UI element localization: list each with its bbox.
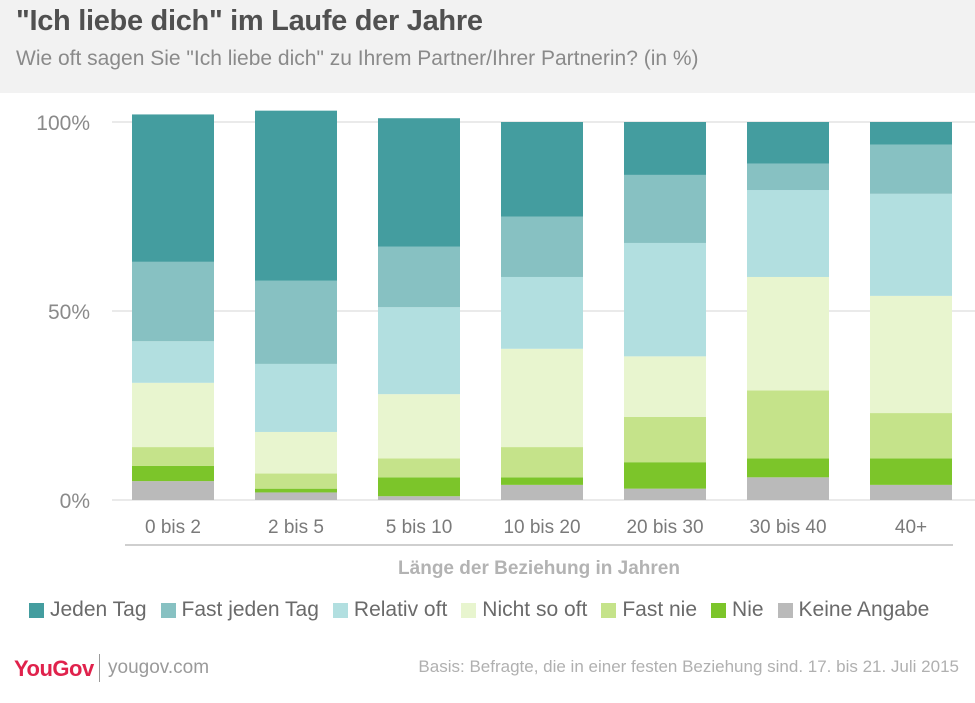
bar-segment [378,477,460,497]
bar-segment [132,481,214,500]
legend-label: Nicht so oft [482,598,588,621]
bar-segment [501,276,583,349]
y-tick-label: 50% [48,301,90,324]
bar-segment [870,413,952,459]
legend-swatch [777,602,793,618]
bar-segment [501,477,583,485]
legend-label: Fast jeden Tag [181,598,319,621]
bar-segment [501,484,583,500]
legend-swatch [601,602,617,618]
stacked-bar-chart: 0% 50% 100% 0 bis 2 2 bis 5 5 bis 10 10 bis 20… [36,110,975,546]
bar-segment [747,390,829,459]
bar-segment [747,190,829,277]
bar-segment [870,295,952,414]
footer-basis-note: Basis: Befragte, die in einer festen Bez… [418,657,959,676]
x-tick-label: 0 bis 2 [145,517,201,538]
bar-segment [132,114,214,262]
legend-swatch [461,602,477,618]
bar-segment [132,261,214,342]
yougov-logo: YouGov [14,656,94,681]
x-tick-label: 20 bis 30 [626,517,703,538]
bar-segment [132,447,214,466]
bar-segment [378,307,460,395]
chart-legend: Jeden Tag Fast jeden Tag Relativ oft Nicht … [29,598,929,622]
bar-segment [255,431,337,474]
bar-segment [501,447,583,478]
x-tick-label: 30 bis 40 [749,517,826,538]
footer-site-link[interactable]: yougov.com [108,657,210,678]
bar-segment [132,341,214,383]
bar-segment [624,356,706,417]
footer-divider [99,654,100,682]
bar-segment [624,122,706,175]
bar-segment [378,394,460,459]
bar-segment [255,473,337,489]
bar-segment [870,484,952,500]
legend-item: Fast jeden Tag [160,598,319,622]
bar-segment [624,416,706,463]
legend-item: Fast nie [601,598,697,622]
legend-item: Keine Angabe [777,598,930,622]
bar-segment [747,477,829,500]
x-tick-label: 5 bis 10 [386,517,453,538]
chart-header: "Ich liebe dich" im Laufe der Jahre Wie … [0,0,975,93]
bar-segment [624,242,706,357]
bar-segment [132,465,214,482]
bar-segment [870,144,952,194]
bar-segment [378,118,460,247]
bar-segment [255,488,337,493]
legend-swatch [711,602,727,618]
bar-segment [378,496,460,500]
bar-segment [255,280,337,364]
legend-item: Jeden Tag [29,598,147,622]
chart-title: "Ich liebe dich" im Laufe der Jahre [16,5,483,37]
y-tick-label: 100% [36,112,90,135]
bar-segment [501,122,583,217]
legend-label: Jeden Tag [50,598,147,621]
bar-segment [747,276,829,391]
x-tick-label: 2 bis 5 [268,517,324,538]
legend-label: Nie [732,598,764,621]
legend-label: Keine Angabe [798,598,930,621]
legend-label: Relativ oft [353,598,448,621]
bar-segment [747,122,829,164]
bar-segment [255,492,337,500]
bar-segment [624,174,706,243]
x-axis-title: Länge der Beziehung in Jahren [398,558,680,579]
legend-swatch [160,602,176,618]
bar-segment [747,163,829,191]
bar-segment [870,193,952,296]
bar-segment [132,382,214,448]
bar-segment [624,488,706,500]
x-tick-label: 40+ [895,517,927,538]
legend-item: Nie [711,598,764,622]
legend-item: Nicht so oft [461,598,587,622]
legend-item: Relativ oft [332,598,448,622]
bar-segment [501,216,583,277]
bar-segment [255,110,337,281]
bar-segment [255,363,337,432]
y-tick-label: 0% [60,490,90,513]
bar-segment [624,462,706,489]
legend-label: Fast nie [622,598,698,621]
legend-swatch [332,602,348,618]
bar-segment [501,348,583,448]
bar-segment [870,122,952,145]
bar-segment [378,246,460,308]
bar-segment [870,458,952,485]
chart-subtitle: Wie oft sagen Sie "Ich liebe dich" zu Ih… [16,47,699,70]
x-tick-label: 10 bis 20 [503,517,580,538]
legend-swatch [29,602,44,618]
bar-segment [378,458,460,478]
bar-segment [747,458,829,478]
